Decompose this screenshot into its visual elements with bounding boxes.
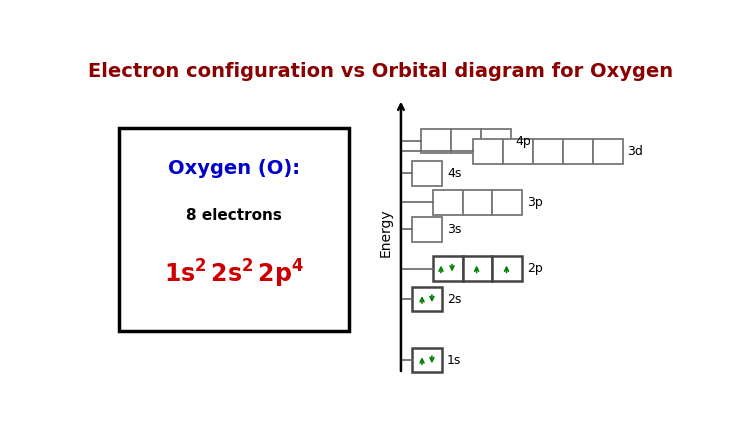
Text: Oxygen (O):: Oxygen (O):	[168, 159, 300, 178]
Bar	[463, 256, 493, 281]
Text: 8 electrons: 8 electrons	[186, 208, 282, 223]
Bar	[412, 161, 442, 186]
Bar	[493, 190, 522, 215]
Bar	[593, 139, 623, 164]
Text: Energy: Energy	[378, 209, 392, 257]
Bar	[119, 127, 349, 331]
Bar	[432, 190, 463, 215]
Text: 4s: 4s	[447, 167, 461, 180]
Bar	[481, 129, 511, 153]
Text: 3s: 3s	[447, 223, 461, 236]
Bar	[412, 217, 442, 242]
Bar	[562, 139, 593, 164]
Text: 2s: 2s	[447, 293, 461, 306]
Bar	[503, 139, 533, 164]
Bar	[493, 256, 522, 281]
Bar	[463, 190, 493, 215]
Text: Electron configuration vs Orbital diagram for Oxygen: Electron configuration vs Orbital diagra…	[88, 62, 673, 81]
Text: 1s: 1s	[447, 354, 461, 367]
Text: 3d: 3d	[627, 145, 643, 158]
Text: 3p: 3p	[527, 196, 543, 209]
Bar	[451, 129, 481, 153]
Bar	[473, 139, 503, 164]
Bar	[412, 287, 442, 311]
Text: 4p: 4p	[516, 135, 531, 148]
Text: $\mathbf{1s^2\,2s^2\,2p^4}$: $\mathbf{1s^2\,2s^2\,2p^4}$	[164, 258, 304, 291]
Bar	[421, 129, 451, 153]
Bar	[432, 256, 463, 281]
Bar	[412, 348, 442, 373]
Bar	[533, 139, 562, 164]
Text: 2p: 2p	[527, 262, 543, 275]
